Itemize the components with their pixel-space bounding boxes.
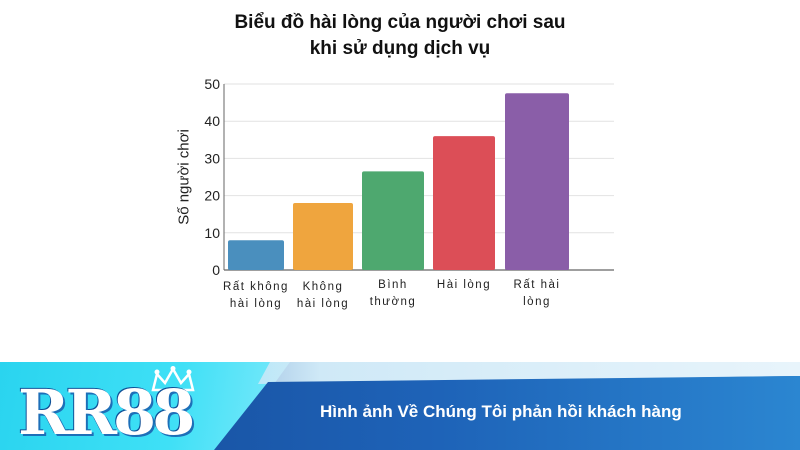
y-tick-label: 20 <box>204 188 220 204</box>
x-tick-label: Không hài lòng <box>278 279 368 313</box>
x-tick-label-line: hài lòng <box>229 298 283 310</box>
banner-dark-panel <box>214 376 800 450</box>
x-tick-label-line: lòng <box>523 296 551 308</box>
x-tick-label-line: Rất không <box>223 281 289 293</box>
brand-logo: RR88 <box>18 366 218 449</box>
y-tick-label: 50 <box>204 76 220 92</box>
bar-chart: 0 10 20 30 40 50 <box>204 76 614 278</box>
x-tick-label-line: Rất hài <box>513 279 561 291</box>
x-tick-label-line: Không <box>302 281 344 293</box>
y-tick-label: 40 <box>204 113 220 129</box>
x-tick-label-line: Bình <box>378 279 408 291</box>
bar <box>228 240 284 270</box>
bar <box>293 203 353 270</box>
x-tick-label: Rất không hài lòng <box>211 279 301 313</box>
x-tick-label: Bình thường <box>348 277 438 311</box>
bar <box>362 171 424 270</box>
y-tick-label: 10 <box>204 225 220 241</box>
x-tick-label-line: hài lòng <box>296 298 350 310</box>
x-tick-label-line: Hài lòng <box>436 279 492 291</box>
chart-title-line-2: khi sử dụng dịch vụ <box>309 38 491 59</box>
crown-icon <box>151 366 195 392</box>
chart-title-line-1: Biểu đồ hài lòng của người chơi sau <box>234 12 566 33</box>
bar <box>433 136 495 270</box>
chart-title: Biểu đồ hài lòng của người chơi sau khi … <box>180 10 620 62</box>
y-tick-label: 0 <box>212 262 220 278</box>
y-tick-label: 30 <box>204 150 220 166</box>
bar <box>505 93 569 270</box>
footer-banner: RR88 Hình ảnh Về Chúng Tôi phản hồi khác… <box>0 362 800 450</box>
chart-area: Biểu đồ hài lòng của người chơi sau khi … <box>176 10 620 313</box>
x-tick-label: Hài lòng <box>419 277 509 294</box>
logo-text: RR88 <box>18 376 195 449</box>
x-tick-label-line: thường <box>369 296 417 308</box>
x-tick-label: Rất hài lòng <box>492 277 582 311</box>
banner-caption: Hình ảnh Về Chúng Tôi phản hồi khách hàn… <box>320 402 682 421</box>
